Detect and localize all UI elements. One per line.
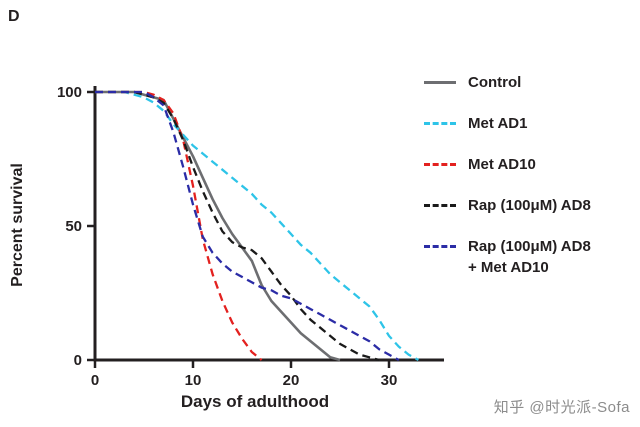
legend-label: Rap (100μM) AD8 [468, 197, 591, 214]
x-tick-label: 0 [91, 372, 99, 389]
y-tick-label: 50 [65, 218, 82, 235]
x-tick-label: 30 [381, 372, 398, 389]
series-line-met-ad1 [95, 90, 419, 362]
legend-dashed-line-swatch [424, 245, 456, 248]
legend-item: Rap (100μM) AD8 + Met AD10 [424, 236, 591, 278]
legend-label: Rap (100μM) AD8 + Met AD10 [468, 238, 591, 276]
series-line-rap-100-m-ad8-met-ad10 [95, 90, 400, 362]
legend-item: Met AD10 [424, 154, 591, 175]
y-tick-label: 100 [57, 84, 82, 101]
legend-label: Met AD1 [468, 115, 528, 132]
legend-item: Rap (100μM) AD8 [424, 195, 591, 216]
legend-item: Control [424, 72, 591, 93]
panel-label: D [8, 8, 20, 25]
legend-solid-line-swatch [424, 81, 456, 84]
legend-label: Met AD10 [468, 156, 536, 173]
x-tick-label: 10 [185, 372, 202, 389]
x-axis-title: Days of adulthood [180, 392, 330, 411]
y-tick-label: 0 [74, 352, 82, 369]
legend-dashed-line-swatch [424, 204, 456, 207]
legend-label: Control [468, 74, 522, 91]
x-tick-label: 20 [283, 372, 300, 389]
series-line-rap-100-m-ad8 [95, 90, 380, 362]
series-line-control [95, 90, 341, 362]
legend-item: Met AD1 [424, 113, 591, 134]
legend: Control Met AD1 Met AD10 Rap (100μM) AD8 Rap… [424, 72, 591, 278]
legend-dashed-line-swatch [424, 122, 456, 125]
series-line-met-ad10 [95, 90, 263, 361]
legend-dashed-line-swatch [424, 163, 456, 166]
watermark: 知乎 @时光派-Sofa [493, 399, 630, 416]
